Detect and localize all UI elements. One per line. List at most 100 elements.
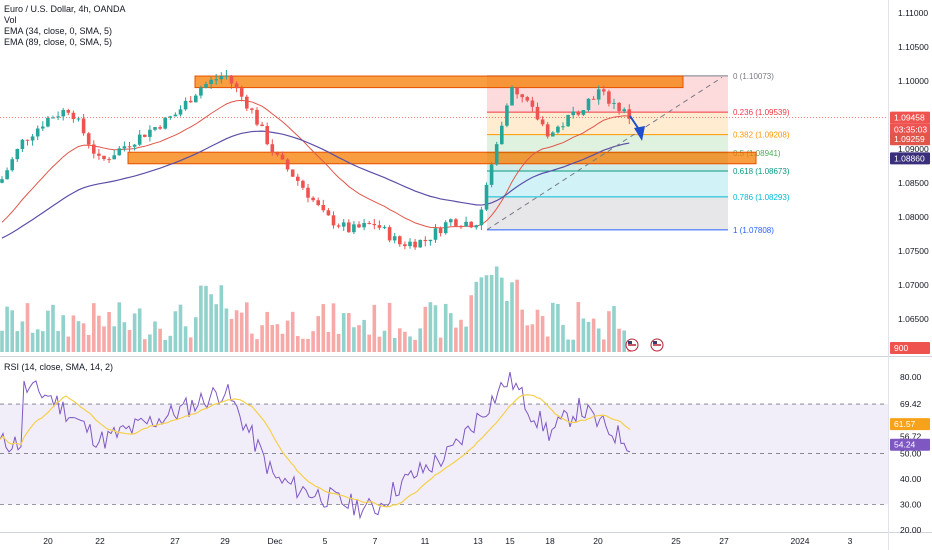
- rsi-tick-label: 30.00: [900, 500, 922, 510]
- candle-body: [148, 129, 152, 137]
- candle-body: [117, 148, 122, 156]
- volume-bar: [92, 303, 96, 352]
- candle-body: [183, 100, 188, 110]
- candle-body: [25, 139, 30, 141]
- flag-canton: [653, 341, 657, 344]
- volume-bar: [255, 339, 259, 352]
- candle-body: [81, 118, 86, 134]
- volume-bar: [66, 336, 71, 352]
- candle-body: [464, 221, 468, 227]
- volume-bar: [387, 302, 392, 352]
- candle-body: [413, 241, 417, 248]
- time-tick-label: 27: [719, 536, 729, 546]
- fib-level-label: 0.5 (1.08941): [733, 149, 781, 158]
- fib-level-label: 0 (1.10073): [733, 72, 774, 81]
- fib-zone-fill: [487, 171, 728, 197]
- price-tick-label: 1.09000: [898, 144, 929, 154]
- volume-bar: [617, 328, 621, 352]
- fib-level-label: 0.786 (1.08293): [733, 193, 790, 202]
- candle-body: [214, 79, 218, 81]
- candle-body: [474, 225, 479, 228]
- volume-bar: [10, 310, 14, 352]
- candle-body: [260, 124, 264, 127]
- rsi-ma-value-tag: 61.57: [894, 419, 916, 429]
- volume-bar: [347, 313, 351, 352]
- volume-bar: [127, 329, 132, 352]
- candle-body: [561, 126, 565, 128]
- ema-fast-line: [1, 99, 630, 229]
- candle-body: [107, 159, 111, 161]
- volume-bar: [576, 302, 581, 352]
- volume-bar: [296, 336, 300, 352]
- candle-body: [143, 134, 147, 137]
- volume-bar: [449, 313, 453, 352]
- candle-body: [622, 109, 626, 112]
- volume-bar: [612, 306, 616, 352]
- candle-body: [132, 144, 137, 147]
- rsi-pane[interactable]: [0, 358, 888, 530]
- candle-body: [285, 159, 290, 170]
- candle-body: [255, 109, 259, 125]
- current-price-tag: 1.09458: [894, 113, 925, 123]
- candle-body: [571, 111, 575, 116]
- volume-bar: [86, 334, 91, 352]
- volume-bar: [321, 304, 326, 352]
- candle-body: [551, 132, 555, 137]
- candle-body: [30, 136, 35, 141]
- candle-body: [301, 180, 305, 188]
- candle-body: [86, 133, 91, 145]
- axes: 1.110001.105001.100001.095001.090001.085…: [43, 8, 929, 546]
- candle-body: [153, 127, 157, 130]
- volume-bar: [438, 337, 443, 352]
- candle-body: [392, 236, 397, 241]
- volume-bar: [459, 319, 463, 352]
- volume-bar: [551, 302, 555, 352]
- candle-body: [489, 164, 494, 185]
- axis-value-tags: 1.09458 03:35:031.09259 1.08860 900 61.57 54.…: [890, 111, 930, 451]
- candle-body: [275, 152, 280, 155]
- ema-slow-legend[interactable]: EMA (89, close, 0, SMA, 5): [4, 37, 113, 47]
- rsi-tick-label: 80.00: [900, 372, 922, 382]
- rsi-value-tag-background: [890, 438, 930, 451]
- fib-level-label: 0.382 (1.09208): [733, 131, 790, 140]
- price-tick-label: 1.11000: [898, 8, 928, 18]
- candle-body: [20, 139, 25, 150]
- volume-bar: [250, 333, 254, 352]
- candle-body: [76, 118, 81, 120]
- volume-bar: [408, 336, 412, 352]
- volume-bar: [229, 318, 234, 352]
- price-tick-label: 1.06500: [898, 314, 929, 324]
- volume-bar: [245, 302, 249, 352]
- volume-bar: [336, 333, 341, 352]
- symbol-title[interactable]: Euro / U.S. Dollar, 4h, OANDA: [4, 4, 126, 14]
- candle-body: [484, 184, 489, 210]
- ema-fast-legend[interactable]: EMA (34, close, 0, SMA, 5): [4, 26, 113, 36]
- volume-bar: [367, 334, 371, 352]
- volume-bar: [418, 328, 422, 352]
- candle-body: [127, 146, 132, 148]
- volume-legend[interactable]: Vol: [4, 15, 17, 25]
- ema-fast-value-tag-background: [890, 133, 930, 146]
- ema-slow-value-tag-background: [890, 152, 930, 165]
- candle-body: [530, 100, 535, 107]
- trendline: [486, 76, 723, 231]
- candle-body: [112, 155, 116, 160]
- rsi-legend[interactable]: RSI (14, close, SMA, 14, 2): [4, 362, 114, 372]
- volume-bar: [530, 324, 535, 352]
- price-pane[interactable]: [0, 0, 888, 355]
- candle-body: [418, 239, 422, 248]
- candle-body: [316, 200, 320, 206]
- volume-bar: [76, 321, 81, 352]
- candle-body: [61, 110, 65, 117]
- candle-body: [290, 169, 295, 177]
- candle-body: [454, 219, 458, 227]
- volume-bar: [591, 318, 596, 352]
- volume-bar: [433, 305, 438, 352]
- candle-body: [234, 83, 239, 89]
- volume-bar: [260, 325, 264, 352]
- volume-bar: [153, 321, 157, 352]
- volume-bar: [398, 328, 402, 352]
- volume-value-tag-background: [890, 342, 930, 354]
- volume-bar: [474, 281, 479, 352]
